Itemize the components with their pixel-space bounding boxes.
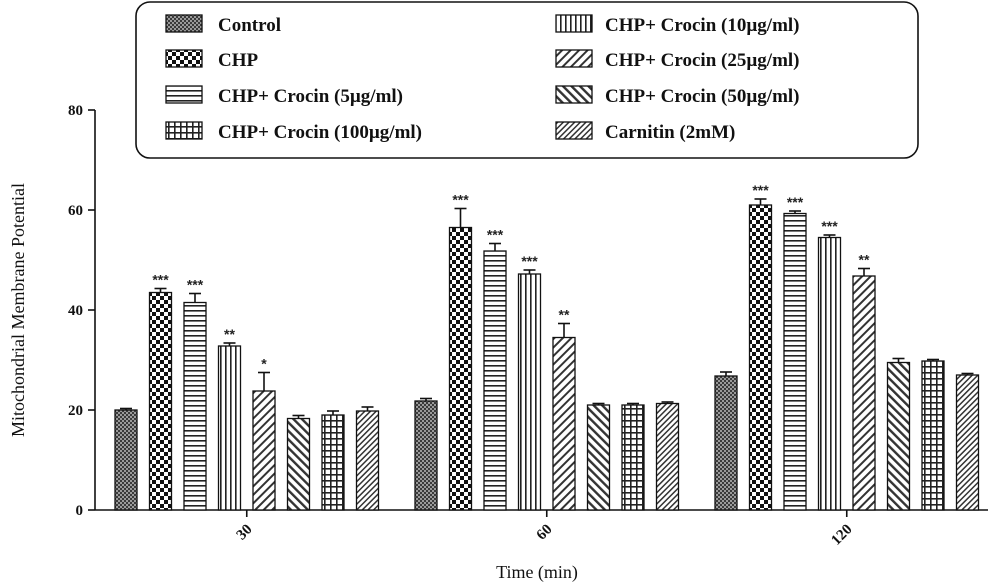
legend-swatch [165, 49, 203, 68]
legend-label: CHP [218, 50, 259, 71]
bar [321, 414, 345, 511]
legend-swatch [165, 14, 203, 33]
x-tick-label: 120 [828, 522, 855, 549]
significance-label: ** [559, 307, 570, 323]
significance-label: *** [821, 218, 838, 234]
bar [483, 250, 507, 511]
bar [955, 374, 980, 511]
y-tick-label: 60 [68, 203, 83, 219]
bar [183, 301, 207, 511]
legend-swatch [555, 121, 593, 140]
axes: 0 20 40 60 80 30 60 120 Mitochondrial Membrane… [8, 103, 988, 583]
bar [655, 402, 680, 511]
significance-label: *** [487, 227, 504, 243]
bar [414, 400, 438, 511]
legend-label: CHP+ Crocin (25µg/ml) [605, 50, 800, 71]
bar [921, 360, 945, 511]
legend-swatch [165, 121, 203, 140]
bar [852, 275, 876, 511]
significance-label: ** [224, 326, 235, 342]
bar [552, 336, 576, 511]
y-tick-label: 80 [68, 103, 83, 119]
significance-label: *** [152, 272, 169, 288]
bar [252, 390, 276, 511]
legend-swatch [165, 85, 203, 104]
significance-label: *** [521, 253, 538, 269]
bar [886, 361, 911, 511]
bar [217, 345, 242, 511]
bars: *** **************************** [114, 182, 980, 511]
significance-label: *** [752, 182, 769, 198]
bar [355, 410, 380, 511]
bar [748, 204, 773, 511]
x-tick-label: 30 [234, 522, 256, 544]
significance-label: ** [859, 252, 870, 268]
legend-label: CHP+ Crocin (50µg/ml) [605, 86, 800, 107]
legend-label: Control [218, 15, 281, 36]
y-tick-label: 0 [76, 503, 84, 519]
significance-label: *** [787, 194, 804, 210]
legend-swatch [555, 14, 593, 33]
x-axis-title: Time (min) [496, 562, 578, 583]
legend-label: CHP+ Crocin (5µg/ml) [218, 86, 403, 107]
significance-label: * [261, 356, 267, 372]
legend-label: CHP+ Crocin (10µg/ml) [605, 15, 800, 36]
legend-swatch [555, 85, 593, 104]
bar [114, 409, 138, 511]
bar [621, 404, 645, 511]
bar [817, 236, 842, 511]
y-tick-label: 40 [68, 303, 83, 319]
y-tick-label: 20 [68, 403, 83, 419]
bar [714, 375, 738, 511]
legend-box [135, 1, 919, 159]
y-axis-title: Mitochondrial Membrane Potential [8, 183, 28, 437]
bar [148, 291, 173, 511]
significance-label: *** [452, 192, 469, 208]
legend-label: Carnitin (2mM) [605, 122, 735, 143]
legend: Control CHP CHP+ Crocin (5µg/ml) CHP+ Croci… [135, 1, 919, 159]
bar [448, 226, 473, 511]
bar [286, 417, 311, 511]
x-tick-label: 60 [534, 522, 556, 544]
bar [783, 212, 807, 511]
bar [517, 273, 542, 511]
bar [586, 404, 611, 511]
legend-label: CHP+ Crocin (100µg/ml) [218, 122, 422, 143]
significance-label: *** [187, 277, 204, 293]
legend-swatch [555, 49, 593, 68]
